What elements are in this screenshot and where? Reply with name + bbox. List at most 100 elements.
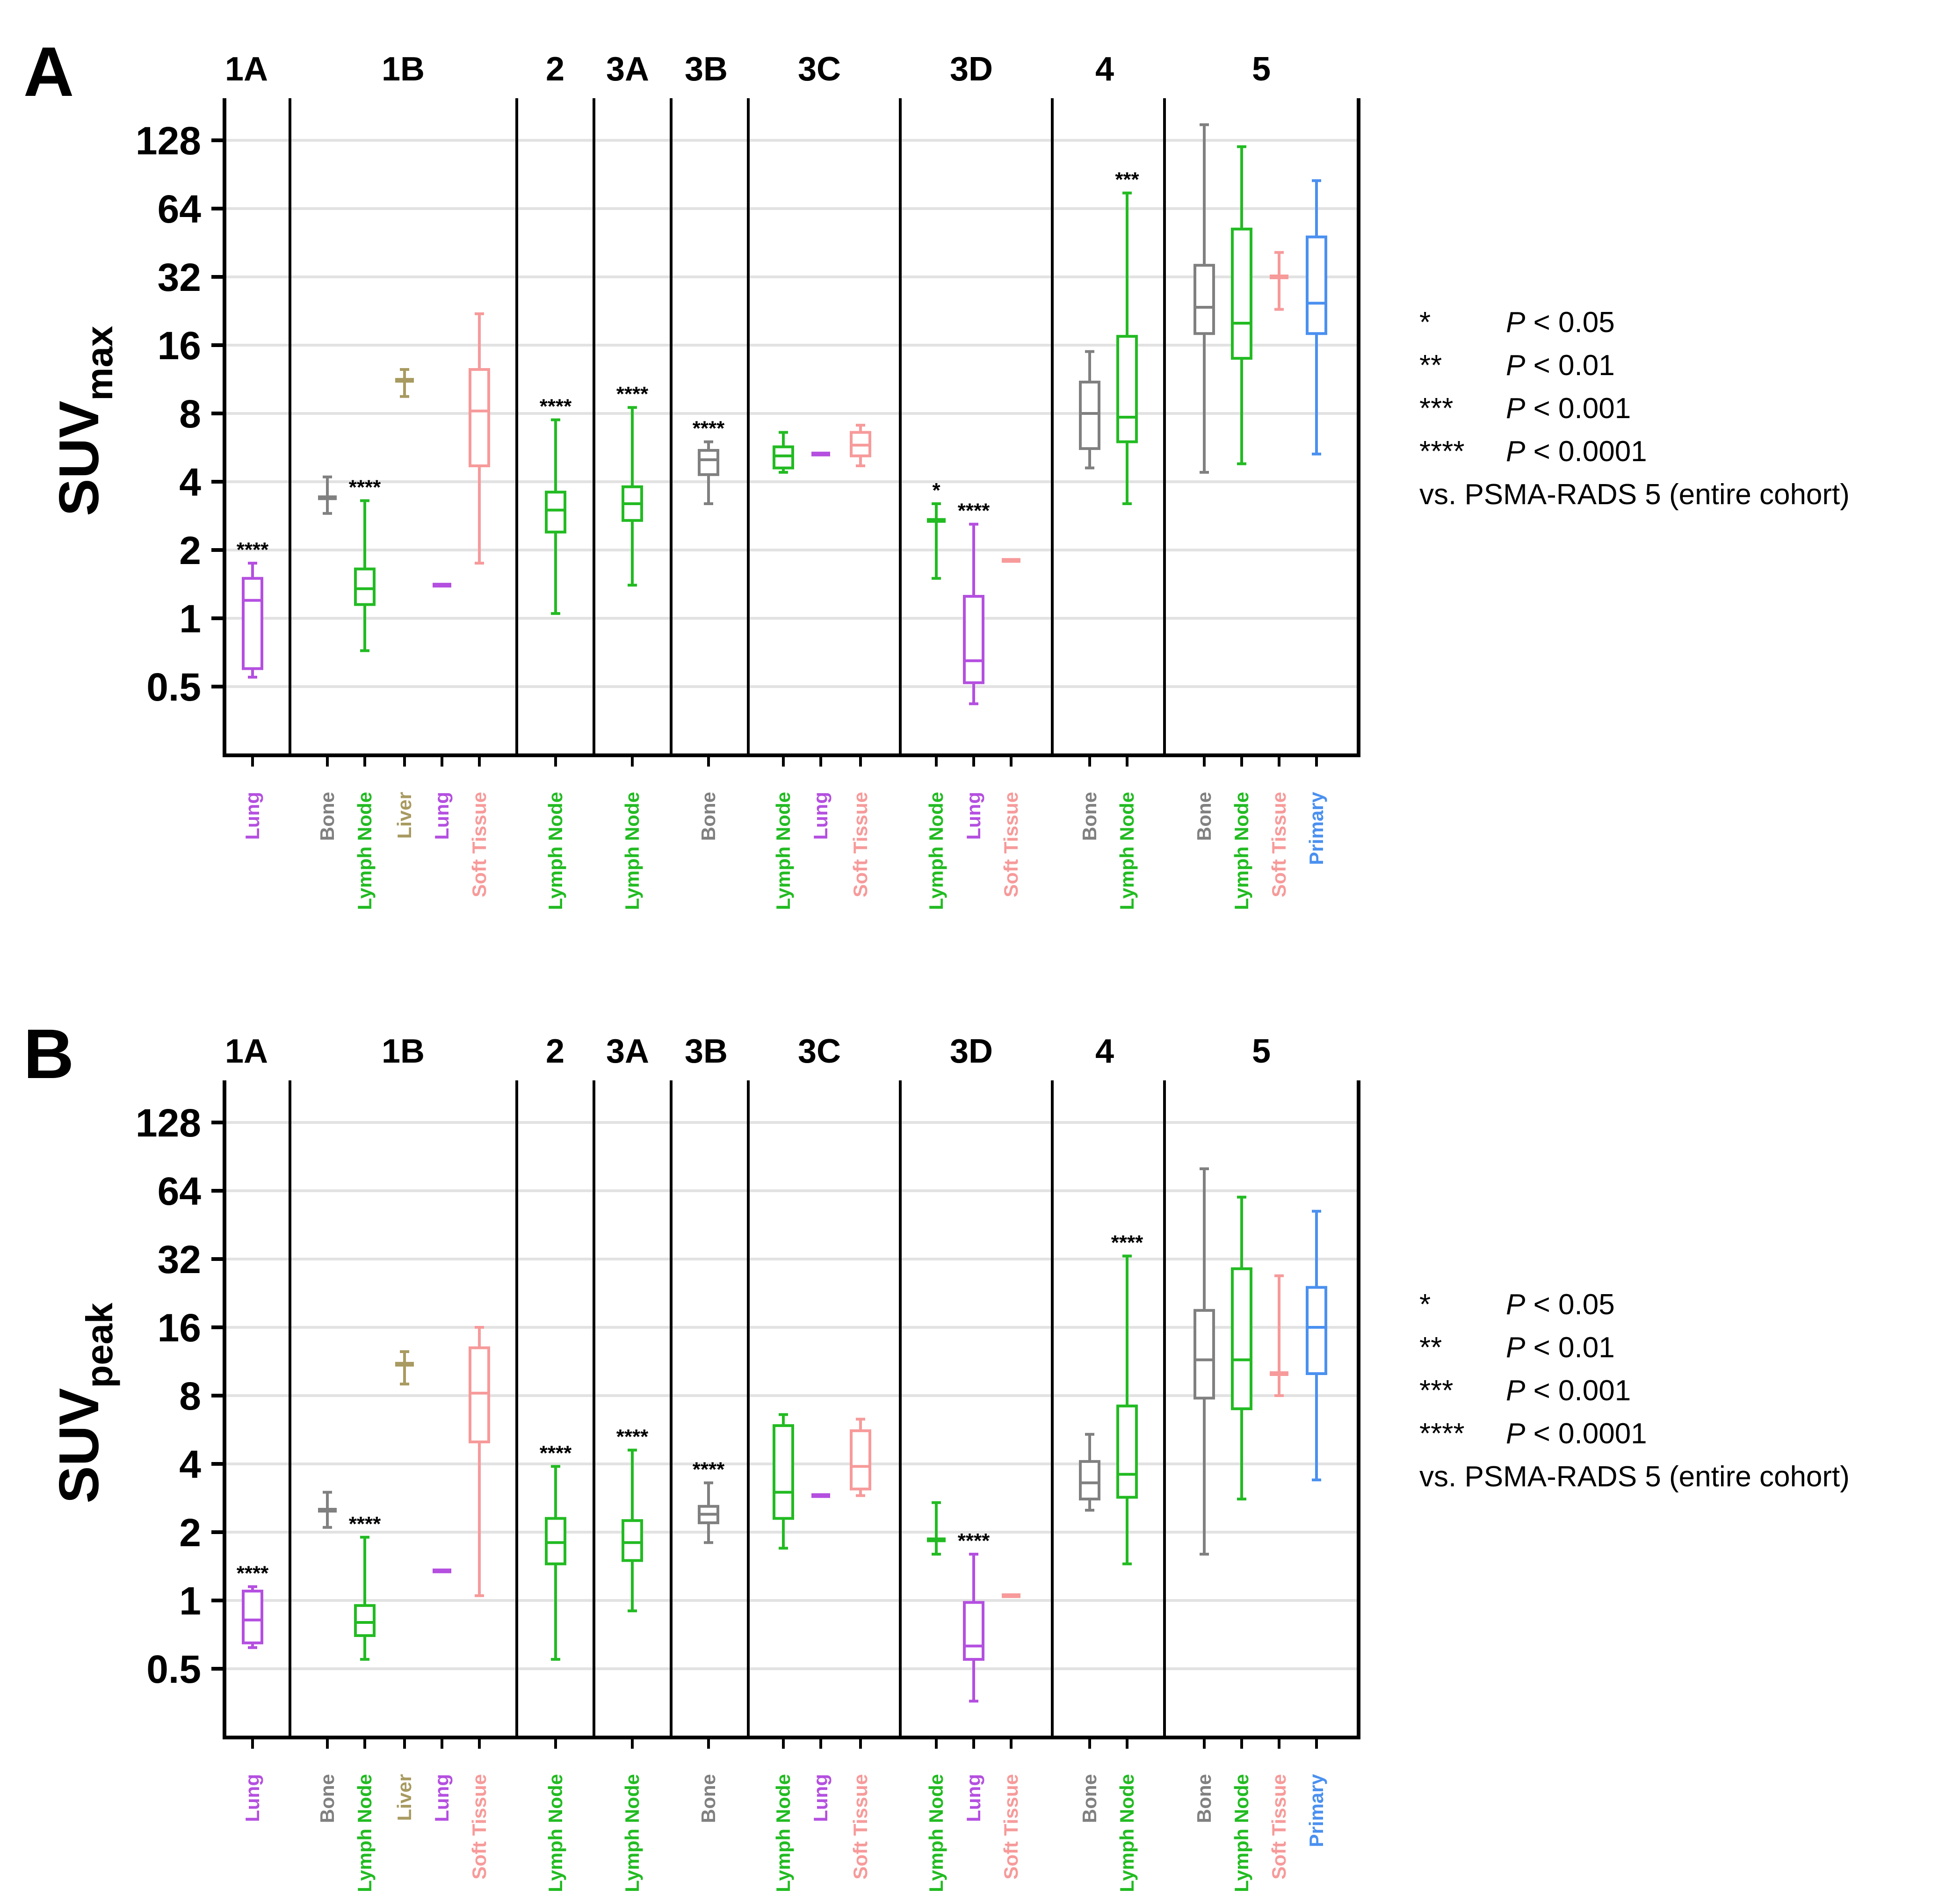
group-label-2: 2 xyxy=(546,51,564,88)
box-1b-liver xyxy=(395,1350,414,1386)
significance-marker: **** xyxy=(540,395,572,418)
legend-p-symbol: P xyxy=(1506,349,1525,382)
category-label-soft-tissue: Soft Tissue xyxy=(849,792,871,898)
legend-stars: **** xyxy=(1419,435,1465,468)
category-label-liver: Liver xyxy=(393,792,415,839)
y-axis-label: SUVpeak xyxy=(48,1303,120,1504)
legend-stars: * xyxy=(1419,306,1431,339)
box-3a-lymph-node: **** xyxy=(616,1426,649,1613)
category-label-soft-tissue: Soft Tissue xyxy=(1268,1774,1290,1880)
y-tick-label: 32 xyxy=(158,1238,201,1281)
legend-stars: ** xyxy=(1419,1332,1442,1364)
box-iqr xyxy=(242,1589,263,1644)
y-tick-label: 4 xyxy=(179,1442,201,1486)
box-1b-soft-tissue xyxy=(469,312,490,565)
category-label-bone: Bone xyxy=(697,792,719,841)
y-tick-label: 1 xyxy=(179,1579,201,1623)
box-iqr xyxy=(545,1517,566,1565)
y-axis-label-subscript: peak xyxy=(79,1303,120,1388)
panel-letter: A xyxy=(23,32,74,111)
group-label-1a: 1A xyxy=(225,1033,268,1070)
category-label-lung: Lung xyxy=(810,1774,832,1822)
y-tick-label: 64 xyxy=(158,1169,202,1213)
category-label-soft-tissue: Soft Tissue xyxy=(1268,792,1290,898)
category-label-bone: Bone xyxy=(1078,1774,1100,1823)
category-label-lymph-node: Lymph Node xyxy=(925,792,947,910)
legend-threshold: P < 0.05 xyxy=(1506,306,1615,339)
group-label-3c: 3C xyxy=(798,1033,841,1070)
box-5-lymph-node xyxy=(1231,145,1252,465)
legend-stars: ** xyxy=(1419,349,1442,382)
significance-marker: **** xyxy=(1111,1231,1143,1254)
significance-marker: * xyxy=(932,479,940,502)
box-iqr xyxy=(963,1601,984,1661)
y-tick-label: 32 xyxy=(158,255,201,299)
group-label-4: 4 xyxy=(1095,51,1114,88)
legend-threshold: P < 0.001 xyxy=(1506,392,1631,425)
box-5-primary xyxy=(1306,179,1327,456)
legend-p-symbol: P xyxy=(1506,1418,1525,1450)
legend-stars: * xyxy=(1419,1289,1431,1321)
y-tick-label: 0.5 xyxy=(146,665,201,709)
significance-marker: **** xyxy=(237,538,269,561)
category-label-lung: Lung xyxy=(810,792,832,840)
category-label-lymph-node: Lymph Node xyxy=(1116,1774,1138,1892)
legend-p-symbol: P xyxy=(1506,306,1525,339)
panel-letter: B xyxy=(23,1014,74,1093)
category-label-bone: Bone xyxy=(1193,1774,1215,1823)
category-label-soft-tissue: Soft Tissue xyxy=(849,1774,871,1880)
box-iqr xyxy=(1231,1267,1252,1411)
significance-marker: **** xyxy=(693,1458,725,1481)
box-iqr xyxy=(1116,335,1138,443)
group-label-3b: 3B xyxy=(685,51,728,88)
y-tick-label: 16 xyxy=(158,324,201,368)
group-label-3a: 3A xyxy=(606,1033,649,1070)
significance-marker: **** xyxy=(693,417,725,440)
category-label-lymph-node: Lymph Node xyxy=(1230,1774,1252,1892)
panel-a: A0.51248163264128SUVmax1A****Lung1BBone*… xyxy=(23,32,1850,910)
legend-p-value: < 0.0001 xyxy=(1525,1418,1647,1450)
category-label-lung: Lung xyxy=(962,1774,984,1822)
legend-footer: vs. PSMA-RADS 5 (entire cohort) xyxy=(1419,1461,1850,1493)
category-label-soft-tissue: Soft Tissue xyxy=(1000,1774,1022,1880)
significance-marker: **** xyxy=(237,1562,269,1585)
y-tick-label: 64 xyxy=(158,187,202,231)
category-label-lymph-node: Lymph Node xyxy=(772,792,794,910)
box-iqr xyxy=(1194,264,1215,335)
group-label-3a: 3A xyxy=(606,51,649,88)
significance-marker: **** xyxy=(958,1529,990,1552)
box-3d-lymph-node: * xyxy=(927,479,946,580)
box-1a-lung: **** xyxy=(237,1562,269,1649)
group-label-3b: 3B xyxy=(685,1033,728,1070)
category-label-bone: Bone xyxy=(316,1774,338,1823)
box-5-primary xyxy=(1306,1209,1327,1482)
box-iqr xyxy=(622,1519,643,1562)
box-iqr xyxy=(850,1429,871,1491)
y-tick-label: 2 xyxy=(179,528,201,572)
legend-p-symbol: P xyxy=(1506,392,1525,425)
group-label-5: 5 xyxy=(1252,51,1271,88)
box-iqr xyxy=(1079,380,1100,450)
category-label-soft-tissue: Soft Tissue xyxy=(468,1774,490,1880)
box-iqr xyxy=(469,368,490,468)
category-label-bone: Bone xyxy=(316,792,338,841)
legend-threshold: P < 0.0001 xyxy=(1506,435,1647,468)
significance-marker: **** xyxy=(958,500,990,522)
y-tick-label: 2 xyxy=(179,1511,201,1555)
legend-footer: vs. PSMA-RADS 5 (entire cohort) xyxy=(1419,478,1850,511)
group-label-1b: 1B xyxy=(382,51,425,88)
box-1b-bone xyxy=(318,1491,337,1529)
y-axis-label-subscript: max xyxy=(79,326,120,401)
category-label-bone: Bone xyxy=(1193,792,1215,841)
box-2-lymph-node: **** xyxy=(540,395,572,615)
significance-marker: **** xyxy=(349,476,381,499)
legend-p-value: < 0.0001 xyxy=(1525,435,1647,468)
category-label-lymph-node: Lymph Node xyxy=(544,1774,566,1892)
box-3d-lung: **** xyxy=(958,500,990,705)
box-3d-lymph-node xyxy=(927,1501,946,1556)
legend-p-value: < 0.01 xyxy=(1525,1332,1614,1364)
box-1b-lymph-node: **** xyxy=(349,1513,381,1661)
box-iqr xyxy=(1306,1286,1327,1375)
box-4-bone xyxy=(1079,1433,1100,1512)
box-1b-bone xyxy=(318,475,337,515)
